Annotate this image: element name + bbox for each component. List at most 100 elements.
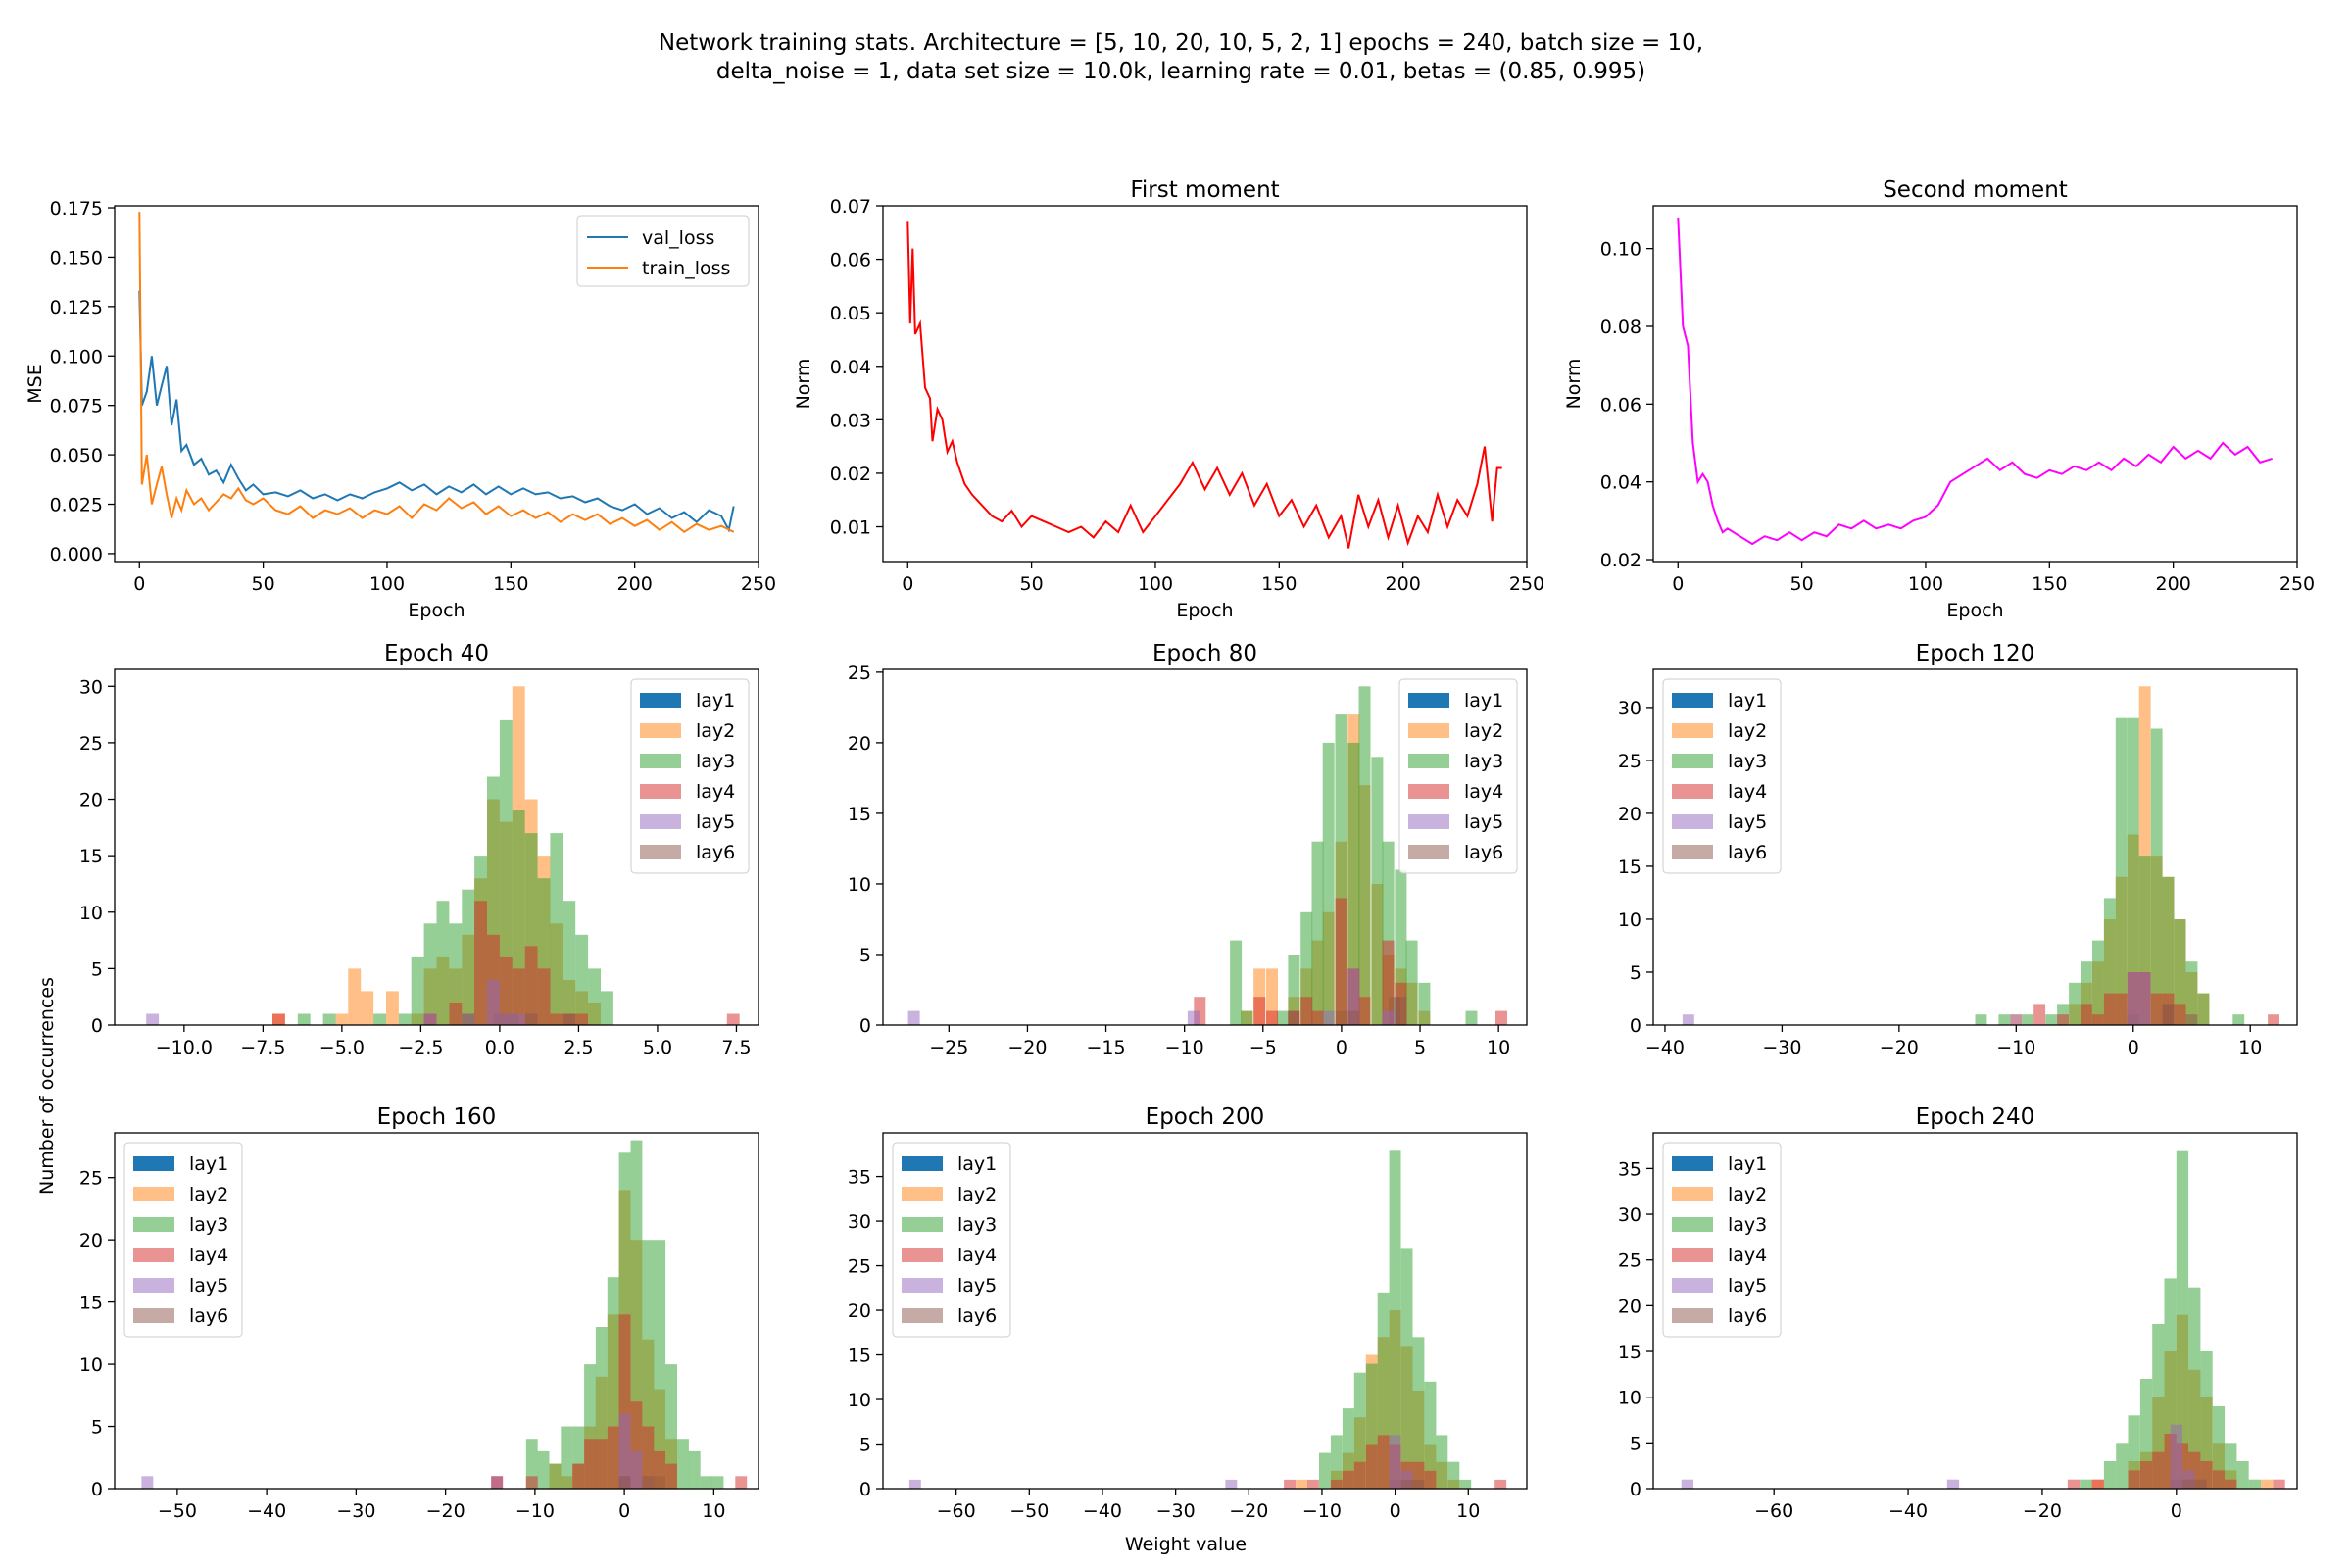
x-tick-label: −20 (1880, 1037, 1919, 1058)
x-tick-label: 2.5 (564, 1037, 593, 1058)
histogram-bar-lay3 (2081, 961, 2092, 1025)
axes-frame (882, 668, 1528, 1026)
histogram-bar-lay3 (2069, 982, 2081, 1025)
y-tick-label: 20 (1618, 1296, 1642, 1317)
legend-label-lay5: lay5 (1728, 1275, 1767, 1297)
histogram-bar-lay5 (2138, 972, 2151, 1025)
y-tick-label: 25 (79, 733, 103, 755)
y-tick-label: 10 (79, 1354, 103, 1376)
histogram-bar-lay4 (642, 1426, 655, 1489)
y-tick-label: 10 (79, 903, 103, 924)
histogram-bar-lay4 (726, 1013, 740, 1025)
histogram-bar-lay3 (297, 1013, 311, 1025)
y-tick-label: 10 (848, 874, 871, 896)
legend-label-lay3: lay3 (696, 751, 735, 772)
histogram-bar-lay3 (563, 901, 576, 1025)
histogram-bar-lay4 (2139, 1461, 2153, 1489)
histogram-bar-lay3 (436, 901, 450, 1025)
histogram-bar-lay6 (2194, 1479, 2207, 1489)
legend-swatch-lay3 (133, 1217, 174, 1232)
histogram-bar-lay6 (1400, 1479, 1413, 1489)
subplot-2: 0 50 100 150 200 250 0.01 0.02 0.03 0.04 0.05 0.06 0… (793, 177, 1544, 621)
y-tick-label: 25 (848, 662, 871, 684)
histogram-bar-lay4 (2081, 1004, 2092, 1025)
axes-frame (114, 1132, 760, 1490)
y-tick-label: 30 (1618, 698, 1642, 719)
x-tick-label: 50 (252, 573, 275, 595)
subplot-title: Epoch 200 (1146, 1104, 1265, 1130)
histogram-bar-lay5 (2170, 1424, 2182, 1489)
x-tick-label: 150 (2032, 573, 2067, 595)
histogram-bar-lay3 (1319, 1452, 1331, 1489)
histogram-bar-lay5 (487, 979, 500, 1025)
y-tick-label: 0 (859, 1479, 871, 1500)
legend-swatch-lay3 (1672, 754, 1713, 768)
x-tick-label: 0 (2128, 1037, 2139, 1058)
histogram-bar-lay3 (499, 719, 513, 1025)
legend-swatch-lay3 (640, 754, 681, 768)
x-tick-label: −2.5 (398, 1037, 443, 1058)
histogram-bar-lay4 (1311, 1010, 1324, 1025)
y-tick-label: 0.150 (50, 247, 103, 269)
histogram-bar-lay5 (1382, 1010, 1395, 1025)
histogram-bar-lay3 (1330, 1435, 1343, 1489)
histogram-bar-lay4 (1412, 1461, 1425, 1489)
histogram-bar-lay3 (449, 923, 463, 1025)
histogram-bar-lay4 (735, 1476, 748, 1489)
histogram-bar-lay3 (1400, 1248, 1413, 1489)
histogram-bar-lay3 (2200, 1351, 2213, 1489)
histogram-bar-lay5 (908, 1479, 921, 1489)
histogram-bar-lay4 (1284, 1479, 1296, 1489)
legend-label-lay1: lay1 (1728, 690, 1767, 711)
x-tick-label: 250 (2279, 573, 2315, 595)
histogram-bar-lay3 (607, 1277, 619, 1489)
histogram-bar-lay3 (575, 934, 589, 1025)
y-tick-label: 5 (91, 958, 103, 980)
figure-title-line-1: Network training stats. Architecture = [… (659, 30, 1703, 56)
legend-swatch-lay2 (1408, 723, 1449, 738)
histogram-bar-lay6 (618, 1476, 631, 1489)
histogram-bar-lay3 (2103, 898, 2116, 1025)
legend-swatch-lay1 (640, 693, 681, 708)
legend-label-lay3: lay3 (1728, 1214, 1767, 1236)
legend-label-lay6: lay6 (1728, 1305, 1767, 1327)
subplot-1: 0 50 100 150 200 250 0.000 0.025 0.050 0.075 0.100… (24, 198, 776, 621)
histogram-bar-lay3 (322, 1013, 336, 1025)
legend-label-lay6: lay6 (189, 1305, 228, 1327)
histogram-bar-lay3 (2116, 1443, 2129, 1489)
legend-label-lay5: lay5 (1464, 811, 1503, 833)
histogram-bar-lay3 (2212, 1406, 2226, 1489)
y-tick-label: 15 (1618, 1342, 1642, 1363)
x-tick-label: −10 (1996, 1037, 2035, 1058)
legend: lay1 lay2 lay3 lay4 lay5 lay6 (630, 678, 750, 874)
histogram-bar-lay3 (1322, 742, 1335, 1025)
subplot-title: Epoch 80 (1152, 641, 1257, 666)
x-tick-label: −5 (1250, 1037, 1277, 1058)
y-axis-label: Norm (1563, 359, 1585, 410)
histogram-bar-lay6 (1412, 1479, 1425, 1489)
legend-swatch-lay6 (640, 845, 681, 859)
y-tick-label: 15 (79, 1293, 103, 1314)
axes-frame (1652, 205, 2298, 563)
histogram-bar-lay3 (2197, 993, 2210, 1025)
histogram-bar-lay4 (595, 1439, 608, 1489)
y-tick-label: 20 (848, 1300, 871, 1322)
x-tick-label: 200 (2156, 573, 2191, 595)
legend-label-lay4: lay4 (1464, 781, 1503, 803)
legend-label-lay1: lay1 (189, 1153, 228, 1175)
legend-label-lay4: lay4 (1728, 781, 1767, 803)
x-tick-label: 150 (1261, 573, 1297, 595)
x-tick-label: −40 (1645, 1037, 1685, 1058)
x-tick-label: −30 (1762, 1037, 1801, 1058)
legend-label-lay2: lay2 (189, 1184, 228, 1205)
x-tick-label: −40 (1083, 1500, 1122, 1522)
histogram-bar-lay6 (1395, 997, 1407, 1025)
histogram-bar-lay3 (2045, 1014, 2058, 1025)
histogram-bar-lay5 (146, 1013, 160, 1025)
histogram-bar-lay3 (549, 1463, 562, 1489)
x-tick-label: −20 (2023, 1500, 2062, 1522)
legend-swatch-lay4 (1672, 1248, 1713, 1262)
x-tick-label: 50 (1020, 573, 1044, 595)
y-tick-label: 0 (1630, 1015, 1642, 1037)
histogram-bar-lay4 (1342, 1470, 1354, 1489)
